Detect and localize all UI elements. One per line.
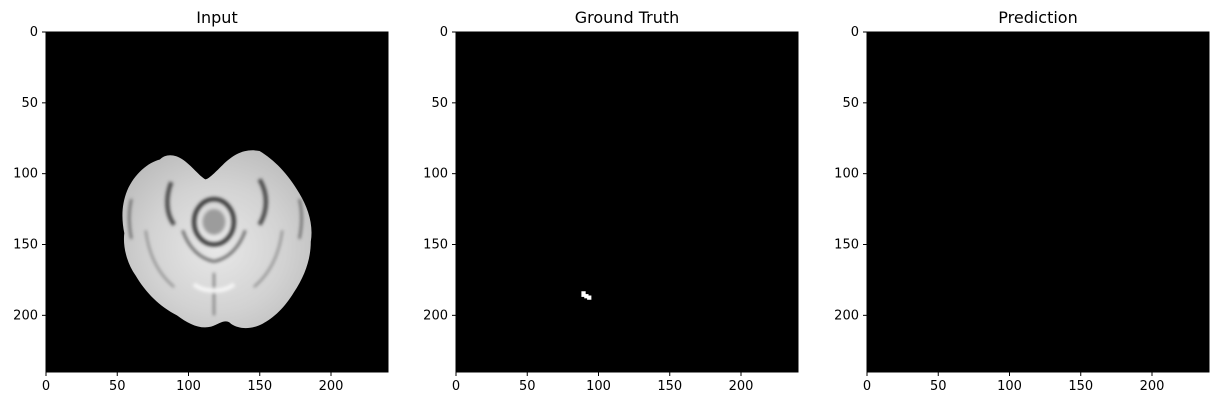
image-area-ground-truth — [456, 32, 798, 372]
x-tick-label: 100 — [176, 379, 201, 394]
brain-folds — [128, 178, 303, 316]
mask-group — [581, 291, 592, 300]
x-tick-label: 200 — [319, 379, 344, 394]
y-tick-label: 0 — [851, 25, 859, 40]
axes-frame — [45, 31, 389, 373]
x-tick-label: 0 — [452, 379, 460, 394]
y-axis-prediction: 0 50 100 150 200 — [834, 25, 867, 323]
y-tick-label: 200 — [13, 308, 38, 323]
y-tick-label: 200 — [423, 308, 448, 323]
panel-title-input: Input — [196, 8, 237, 27]
x-tick-label: 200 — [729, 379, 754, 394]
y-tick-label: 150 — [423, 238, 448, 253]
x-axis-input: 0 50 100 150 200 — [42, 31, 389, 394]
panel-prediction: Prediction 0 50 100 150 200 0 50 100 150 200 — [834, 8, 1210, 394]
y-tick-label: 150 — [834, 238, 859, 253]
x-tick-label: 200 — [1140, 379, 1165, 394]
axes-frame — [866, 31, 1210, 373]
x-tick-label: 150 — [657, 379, 682, 394]
x-tick-label: 100 — [586, 379, 611, 394]
x-tick-label: 0 — [863, 379, 871, 394]
brain-image — [122, 150, 312, 329]
y-tick-label: 100 — [834, 167, 859, 182]
x-tick-label: 50 — [519, 379, 536, 394]
axes-frame — [455, 31, 799, 373]
y-tick-label: 100 — [13, 167, 38, 182]
y-tick-label: 50 — [842, 96, 859, 111]
x-tick-label: 150 — [247, 379, 272, 394]
panel-title-ground-truth: Ground Truth — [575, 8, 680, 27]
panel-input: Input 0 50 100 150 200 0 50 100 150 200 — [13, 8, 389, 394]
y-tick-label: 50 — [21, 96, 38, 111]
y-tick-label: 150 — [13, 238, 38, 253]
panel-ground-truth: Ground Truth 0 50 100 150 200 0 50 100 150 200 — [423, 8, 799, 394]
y-tick-label: 200 — [834, 308, 859, 323]
mask-pixel — [587, 295, 592, 300]
y-tick-label: 0 — [30, 25, 38, 40]
mask-pixel — [581, 291, 586, 297]
y-axis-ground-truth: 0 50 100 150 200 — [423, 25, 456, 323]
y-axis-input: 0 50 100 150 200 — [13, 25, 46, 323]
x-tick-label: 50 — [930, 379, 947, 394]
y-tick-label: 50 — [431, 96, 448, 111]
x-tick-label: 50 — [109, 379, 126, 394]
x-tick-label: 100 — [997, 379, 1022, 394]
mask-pixel — [584, 294, 589, 299]
x-axis-ground-truth: 0 50 100 150 200 — [452, 31, 799, 394]
x-tick-label: 0 — [42, 379, 50, 394]
x-tick-label: 150 — [1068, 379, 1093, 394]
y-tick-label: 100 — [423, 167, 448, 182]
image-area-prediction — [867, 32, 1209, 372]
panel-title-prediction: Prediction — [998, 8, 1077, 27]
y-tick-label: 0 — [440, 25, 448, 40]
x-axis-prediction: 0 50 100 150 200 — [863, 31, 1210, 394]
